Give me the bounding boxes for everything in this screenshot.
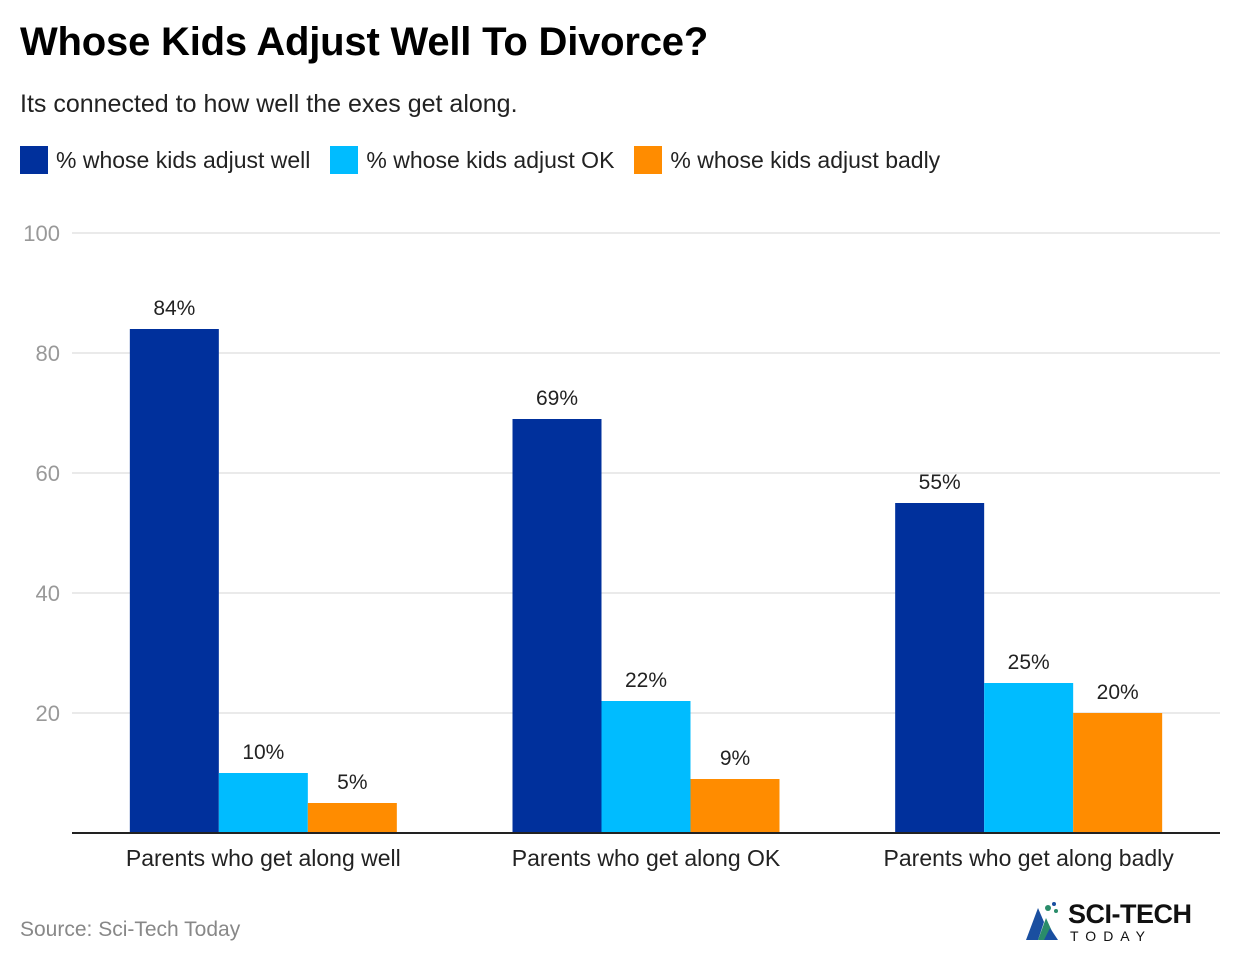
bar-2-1 (984, 683, 1074, 833)
bar-2-2 (1073, 713, 1163, 833)
x-category-label-1: Parents who get along OK (512, 845, 781, 871)
legend-swatch-well (20, 146, 48, 174)
y-tick-label-40: 40 (36, 581, 60, 606)
data-label-1-1: 22% (625, 669, 667, 692)
brand-logo-sub-text: TODAY (1070, 928, 1152, 944)
y-tick-label-80: 80 (36, 341, 60, 366)
y-tick-label-20: 20 (36, 701, 60, 726)
data-label-1-2: 9% (720, 747, 750, 770)
legend: % whose kids adjust well % whose kids ad… (20, 146, 960, 174)
legend-label-badly: % whose kids adjust badly (670, 146, 941, 173)
bar-1-1 (601, 701, 691, 833)
brand-logo-icon (1026, 902, 1058, 940)
bar-1-0 (512, 419, 602, 833)
chart-subtitle: Its connected to how well the exes get a… (20, 90, 518, 118)
legend-swatch-badly (634, 146, 663, 174)
y-tick-label-100: 100 (23, 221, 60, 246)
x-category-label-0: Parents who get along well (126, 845, 401, 871)
bar-1-2 (690, 779, 780, 833)
bar-2-0 (895, 503, 985, 833)
data-label-2-0: 55% (919, 471, 961, 494)
legend-item-badly: % whose kids adjust badly (634, 146, 940, 174)
brand-logo-main-text: SCI-TECH (1068, 899, 1192, 929)
data-label-2-2: 20% (1097, 681, 1139, 704)
legend-label-ok: % whose kids adjust OK (366, 146, 615, 173)
legend-item-ok: % whose kids adjust OK (330, 146, 614, 174)
data-label-1-0: 69% (536, 387, 578, 410)
data-label-0-2: 5% (337, 771, 367, 794)
legend-swatch-ok (330, 146, 359, 174)
x-category-label-2: Parents who get along badly (884, 845, 1175, 871)
data-label-2-1: 25% (1008, 651, 1050, 674)
chart-title: Whose Kids Adjust Well To Divorce? (20, 20, 709, 64)
legend-label-well: % whose kids adjust well (56, 146, 311, 173)
brand-logo: SCI-TECH TODAY (1024, 900, 1192, 944)
bar-0-1 (218, 773, 308, 833)
y-tick-label-60: 60 (36, 461, 60, 486)
data-label-0-0: 84% (153, 297, 195, 320)
legend-item-well: % whose kids adjust well (20, 146, 310, 174)
bar-0-0 (129, 329, 219, 833)
data-label-0-1: 10% (242, 741, 284, 764)
source-note: Source: Sci-Tech Today (20, 918, 241, 941)
bar-0-2 (307, 803, 397, 833)
